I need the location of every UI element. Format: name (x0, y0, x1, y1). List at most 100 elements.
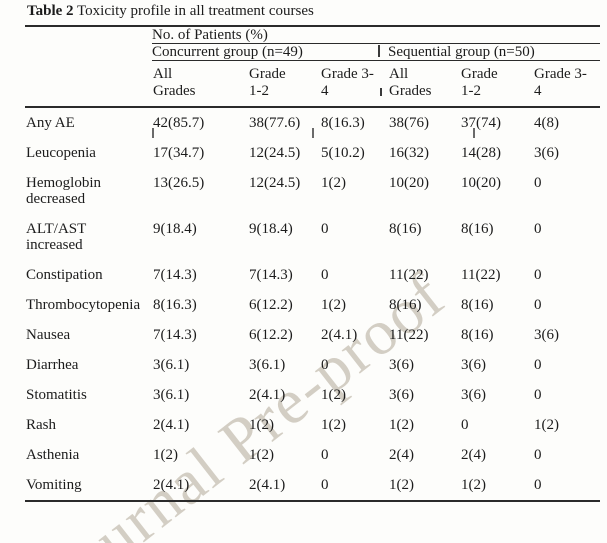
row-label: Asthenia (26, 447, 80, 463)
rule-tick (152, 128, 154, 138)
cell-value: 8(16) (461, 221, 494, 237)
cell-value: 4(8) (534, 115, 559, 131)
col-header-line: Grade (461, 66, 498, 82)
cell-value: 1(2) (153, 447, 178, 463)
group-header-row: Concurrent group (n=49) Sequential group… (25, 43, 601, 61)
table-row-any-ae: Any AE 42(85.7) 38(77.6) 8(16.3) 38(76) … (25, 107, 600, 138)
cell-value: 0 (321, 447, 329, 463)
cell-value: 1(2) (321, 387, 346, 403)
cell-value: 3(6) (389, 387, 414, 403)
row-label: Diarrhea (26, 357, 79, 373)
cell-value: 3(6) (534, 327, 559, 343)
row-label: Rash (26, 417, 56, 433)
blank-cell (25, 60, 152, 108)
cell-value: 0 (320, 470, 388, 502)
cell-value: 7(14.3) (153, 267, 197, 283)
cell-value: 5(10.2) (321, 145, 365, 161)
cell-value: 8(16.3) (153, 297, 197, 313)
table-caption-text: Toxicity profile in all treatment course… (77, 3, 314, 19)
row-label: Stomatitis (26, 387, 87, 403)
cell-value: 16(32) (389, 145, 429, 161)
patients-header: No. of Patients (%) (152, 25, 601, 44)
cell-value: 6(12.2) (249, 297, 293, 313)
cell-value: 10(20) (461, 175, 501, 191)
table-caption: Table 2 Toxicity profile in all treatmen… (27, 3, 314, 20)
cell-value: 2(4.1) (152, 470, 248, 502)
cell-value: 3(6.1) (153, 357, 190, 373)
cell-value: 38(76) (389, 115, 429, 131)
table-caption-label: Table 2 (27, 3, 74, 19)
row-label: Thrombocytopenia (26, 297, 141, 313)
cell-value: 0 (534, 387, 542, 403)
table-row-alt-ast-increased: ALT/AST increased 9(18.4) 9(18.4) 0 8(16… (25, 214, 600, 260)
cell-value: 1(2) (388, 470, 460, 502)
col-header-line: 4 (534, 83, 542, 99)
cell-value: 0 (534, 297, 542, 313)
table-row-asthenia: Asthenia 1(2) 1(2) 0 2(4) 2(4) 0 (25, 440, 600, 470)
cell-value: 3(6) (534, 145, 559, 161)
group-header-sequential: Sequential group (n=50) (388, 43, 601, 61)
table-row-stomatitis: Stomatitis 3(6.1) 2(4.1) 1(2) 3(6) 3(6) … (25, 380, 600, 410)
col-header-line: Grade 3- (321, 66, 374, 82)
cell-value: 0 (321, 267, 329, 283)
table-row-nausea: Nausea 7(14.3) 6(12.2) 2(4.1) 11(22) 8(1… (25, 320, 600, 350)
cell-value: 0 (534, 221, 542, 237)
cell-value: 9(18.4) (153, 221, 197, 237)
cell-value: 3(6.1) (153, 387, 190, 403)
cell-value: 3(6.1) (249, 357, 286, 373)
cell-value: 2(4.1) (249, 387, 286, 403)
col-header-line: 4 (321, 83, 329, 99)
col-header-line: Grade (249, 66, 286, 82)
rule-tick (378, 45, 380, 57)
cell-value: 3(6) (461, 387, 486, 403)
cell-value: 0 (321, 357, 329, 373)
toxicity-table: No. of Patients (%) Concurrent group (n=… (25, 25, 601, 502)
col-header-sequential-grade-3-4: Grade 3- 4 (533, 60, 601, 108)
table-row-hemoglobin-decreased: Hemoglobin decreased 13(26.5) 12(24.5) 1… (25, 168, 600, 214)
cell-value: 37(74) (461, 115, 501, 131)
cell-value: 7(14.3) (249, 267, 293, 283)
cell-value: 2(4) (461, 447, 486, 463)
col-header-line: 1-2 (461, 83, 481, 99)
table-row-rash: Rash 2(4.1) 1(2) 1(2) 1(2) 0 1(2) (25, 410, 600, 440)
cell-value: 2(4.1) (248, 470, 320, 502)
cell-value: 11(22) (389, 327, 429, 343)
cell-value: 10(20) (389, 175, 429, 191)
col-header-line: All (153, 66, 173, 82)
cell-value: 3(6) (389, 357, 414, 373)
row-label: Any AE (26, 115, 75, 131)
row-label: ALT/AST increased (26, 221, 87, 253)
table-row-constipation: Constipation 7(14.3) 7(14.3) 0 11(22) 11… (25, 260, 600, 290)
cell-value: 12(24.5) (249, 175, 301, 191)
cell-value: 0 (534, 357, 542, 373)
cell-value: 2(4) (389, 447, 414, 463)
col-header-line: Grades (389, 83, 432, 99)
cell-value: 9(18.4) (249, 221, 293, 237)
cell-value: 8(16.3) (321, 115, 365, 131)
cell-value: 3(6) (461, 357, 486, 373)
blank-corner-cell (25, 25, 152, 44)
col-header-concurrent-grade-1-2: Grade 1-2 (248, 60, 320, 108)
table-row-leucopenia: Leucopenia 17(34.7) 12(24.5) 5(10.2) 16(… (25, 138, 600, 168)
col-header-concurrent-grade-3-4: Grade 3- 4 (320, 60, 388, 108)
cell-value: 6(12.2) (249, 327, 293, 343)
table-row-thrombocytopenia: Thrombocytopenia 8(16.3) 6(12.2) 1(2) 8(… (25, 290, 600, 320)
cell-value: 8(16) (389, 221, 422, 237)
rule-tick (473, 128, 475, 138)
cell-value: 11(22) (389, 267, 429, 283)
cell-value: 11(22) (461, 267, 501, 283)
row-label: Vomiting (25, 470, 152, 502)
row-label: Nausea (26, 327, 71, 343)
col-header-line: 1-2 (249, 83, 269, 99)
cell-value: 1(2) (249, 447, 274, 463)
cell-value: 1(2) (321, 175, 346, 191)
subcolumn-header-row: All Grades Grade 1-2 Grade 3- 4 All Grad… (25, 60, 601, 108)
rule-tick (312, 128, 314, 138)
cell-value: 1(2) (321, 417, 346, 433)
row-label: Constipation (26, 267, 103, 283)
col-header-line: Grades (153, 83, 196, 99)
cell-value: 8(16) (389, 297, 422, 313)
rule-tick (380, 88, 382, 96)
col-header-sequential-grade-1-2: Grade 1-2 (460, 60, 533, 108)
